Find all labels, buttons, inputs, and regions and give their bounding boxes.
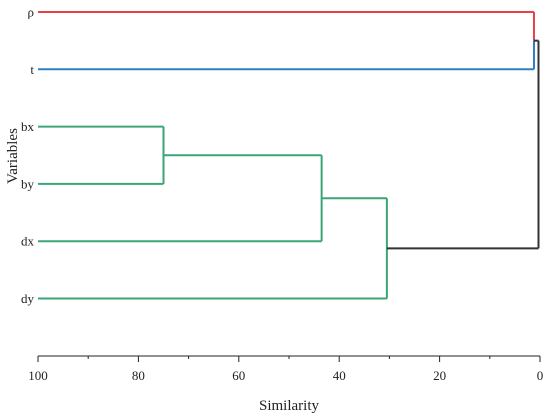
x-tick-label-0: 0 bbox=[537, 368, 544, 383]
leaf-label-bx: bx bbox=[21, 119, 35, 134]
x-tick-label-20: 20 bbox=[433, 368, 446, 383]
leaf-label-rho: ρ bbox=[28, 5, 35, 20]
dendrogram-branches bbox=[38, 11, 540, 300]
x-axis: 100 80 60 40 20 0 bbox=[28, 355, 544, 383]
leaf-labels: ρ t bx by dx dy bbox=[21, 5, 35, 307]
x-tick-label-80: 80 bbox=[132, 368, 145, 383]
leaf-label-by: by bbox=[21, 176, 35, 191]
x-tick-label-60: 60 bbox=[232, 368, 245, 383]
leaf-label-dx: dx bbox=[21, 234, 35, 249]
leaf-label-t: t bbox=[30, 62, 34, 77]
x-tick-label-100: 100 bbox=[28, 368, 48, 383]
x-tick-label-40: 40 bbox=[333, 368, 346, 383]
y-axis-title: Variables bbox=[5, 128, 21, 184]
leaf-label-dy: dy bbox=[21, 291, 35, 306]
x-axis-title: Similarity bbox=[259, 398, 320, 414]
